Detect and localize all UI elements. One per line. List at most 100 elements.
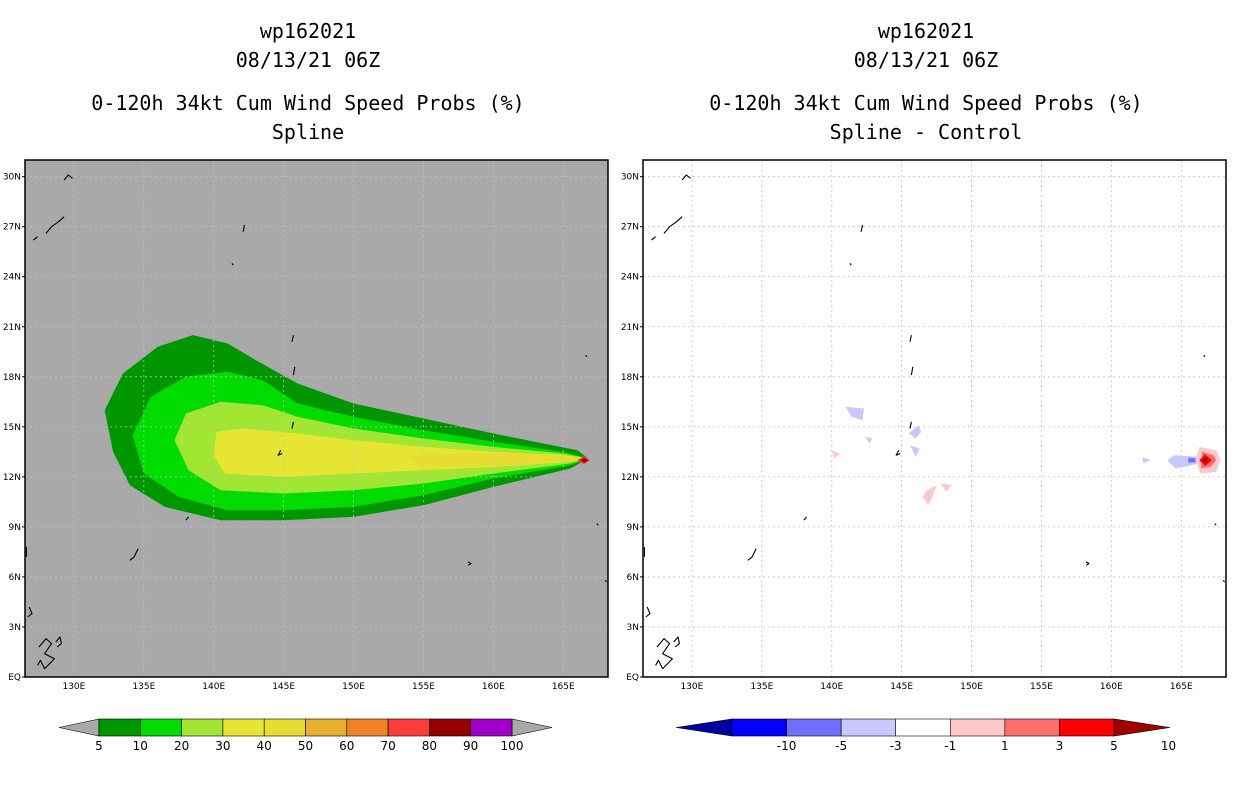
coastline	[910, 366, 914, 376]
y-tick-label: 18N	[3, 373, 21, 383]
right-colorbar: -10 -5 -3 -1 1 3 5 10	[675, 718, 1176, 753]
colorbar-swatch	[895, 718, 951, 737]
right-datetime: 08/13/21 06Z	[854, 48, 999, 72]
right-map-panel: 130E 135E 140E 145E 150E 155E 160E 165E EQ 3N 6N 9N…	[621, 159, 1227, 692]
x-tick-label: 140E	[820, 682, 843, 692]
coastline	[604, 579, 608, 583]
colorbar-swatch	[263, 718, 306, 737]
colorbar-swatch	[98, 718, 141, 737]
coastline	[681, 174, 691, 181]
colorbar-right-arrow	[1113, 718, 1171, 737]
y-tick-label: EQ	[626, 673, 639, 683]
coastline	[292, 366, 296, 376]
colorbar-label: 70	[380, 739, 395, 753]
coastline	[291, 421, 294, 429]
y-tick-label: 15N	[621, 423, 639, 433]
coastline	[55, 636, 62, 648]
left-colorbar: 5 10 20 30 40 50 60 70 80 90 100	[58, 718, 553, 753]
coastline	[63, 174, 73, 181]
colorbar-label: 5	[1110, 739, 1118, 753]
right-storm-id: wp162021	[878, 19, 974, 43]
y-tick-label: 6N	[9, 573, 21, 583]
colorbar-swatch	[470, 718, 513, 737]
diff-patch-1	[908, 425, 922, 439]
colorbar-swatch	[786, 718, 842, 737]
coastline	[663, 216, 683, 234]
coastline	[849, 263, 852, 266]
left-map-panel: 130E 135E 140E 145E 150E 155E 160E 165E EQ 3N 6N 9N…	[3, 159, 609, 692]
x-tick-label: 150E	[960, 682, 983, 692]
diff-patch-4	[831, 450, 841, 459]
colorbar-label: 60	[339, 739, 354, 753]
coastline	[1203, 354, 1206, 358]
diff-patch-5	[922, 485, 937, 506]
y-tick-label: 3N	[9, 623, 21, 633]
y-tick-label: 21N	[621, 323, 639, 333]
y-tick-label: 21N	[3, 323, 21, 333]
coastline	[747, 548, 757, 561]
coastline	[909, 421, 912, 429]
coastline	[1085, 561, 1090, 566]
colorbar-label: -1	[944, 739, 956, 753]
colorbar-label: 1	[1001, 739, 1009, 753]
colorbar-label: -10	[777, 739, 797, 753]
x-tick-label: 135E	[132, 682, 155, 692]
colorbar-swatch	[949, 718, 1006, 737]
diff-patch-7	[1142, 456, 1151, 464]
coastline	[655, 638, 673, 670]
colorbar-swatch	[346, 718, 389, 737]
colorbar-right-arrow	[511, 718, 553, 737]
left-storm-id: wp162021	[260, 19, 356, 43]
x-tick-label: 165E	[1170, 682, 1193, 692]
coastline	[185, 516, 190, 521]
colorbar-label: 30	[215, 739, 230, 753]
y-tick-label: EQ	[8, 673, 21, 683]
x-tick-label: 140E	[202, 682, 225, 692]
left-title-block: wp162021 08/13/21 06Z 0-120h 34kt Cum Wi…	[91, 19, 524, 144]
coastline	[27, 606, 33, 618]
colorbar-label: 10	[133, 739, 148, 753]
y-tick-label: 24N	[3, 273, 21, 283]
coastline	[673, 636, 680, 648]
contour-level-90	[580, 457, 589, 463]
colorbar-swatch	[840, 718, 897, 737]
coastline	[860, 224, 864, 232]
colorbar-label: -5	[835, 739, 847, 753]
right-subtitle: Spline - Control	[830, 120, 1023, 144]
y-tick-label: 9N	[9, 523, 21, 533]
map-frame	[642, 159, 1227, 678]
x-tick-label: 160E	[1100, 682, 1123, 692]
diff-patch-0	[845, 406, 864, 421]
x-tick-label: 150E	[342, 682, 365, 692]
left-subtitle: Spline	[272, 120, 344, 144]
coastline	[231, 263, 234, 266]
coastline	[651, 236, 656, 241]
y-tick-label: 18N	[621, 373, 639, 383]
colorbar-label: 80	[422, 739, 437, 753]
colorbar-label: 100	[501, 739, 524, 753]
colorbar-swatch	[429, 718, 471, 737]
y-tick-label: 12N	[3, 473, 21, 483]
diff-patch-13	[1202, 457, 1210, 464]
map-body	[25, 160, 608, 677]
coastline	[909, 334, 912, 342]
y-tick-label: 12N	[621, 473, 639, 483]
colorbar-swatch	[1059, 718, 1115, 737]
x-tick-label: 155E	[412, 682, 435, 692]
colorbar-label: -3	[890, 739, 902, 753]
coastline	[129, 548, 139, 561]
x-tick-label: 165E	[552, 682, 575, 692]
y-tick-label: 30N	[621, 173, 639, 183]
coastline	[803, 516, 808, 521]
diff-patch-2	[910, 445, 920, 457]
coastline	[37, 638, 55, 670]
coastline	[291, 334, 294, 342]
colorbar-swatch	[387, 718, 430, 737]
colorbar-label: 90	[463, 739, 478, 753]
colorbar-label: 50	[298, 739, 313, 753]
y-tick-label: 27N	[3, 223, 21, 233]
left-title: 0-120h 34kt Cum Wind Speed Probs (%)	[91, 91, 524, 115]
coastline	[585, 354, 588, 358]
y-tick-label: 3N	[627, 623, 639, 633]
colorbar-swatch	[1004, 718, 1060, 737]
